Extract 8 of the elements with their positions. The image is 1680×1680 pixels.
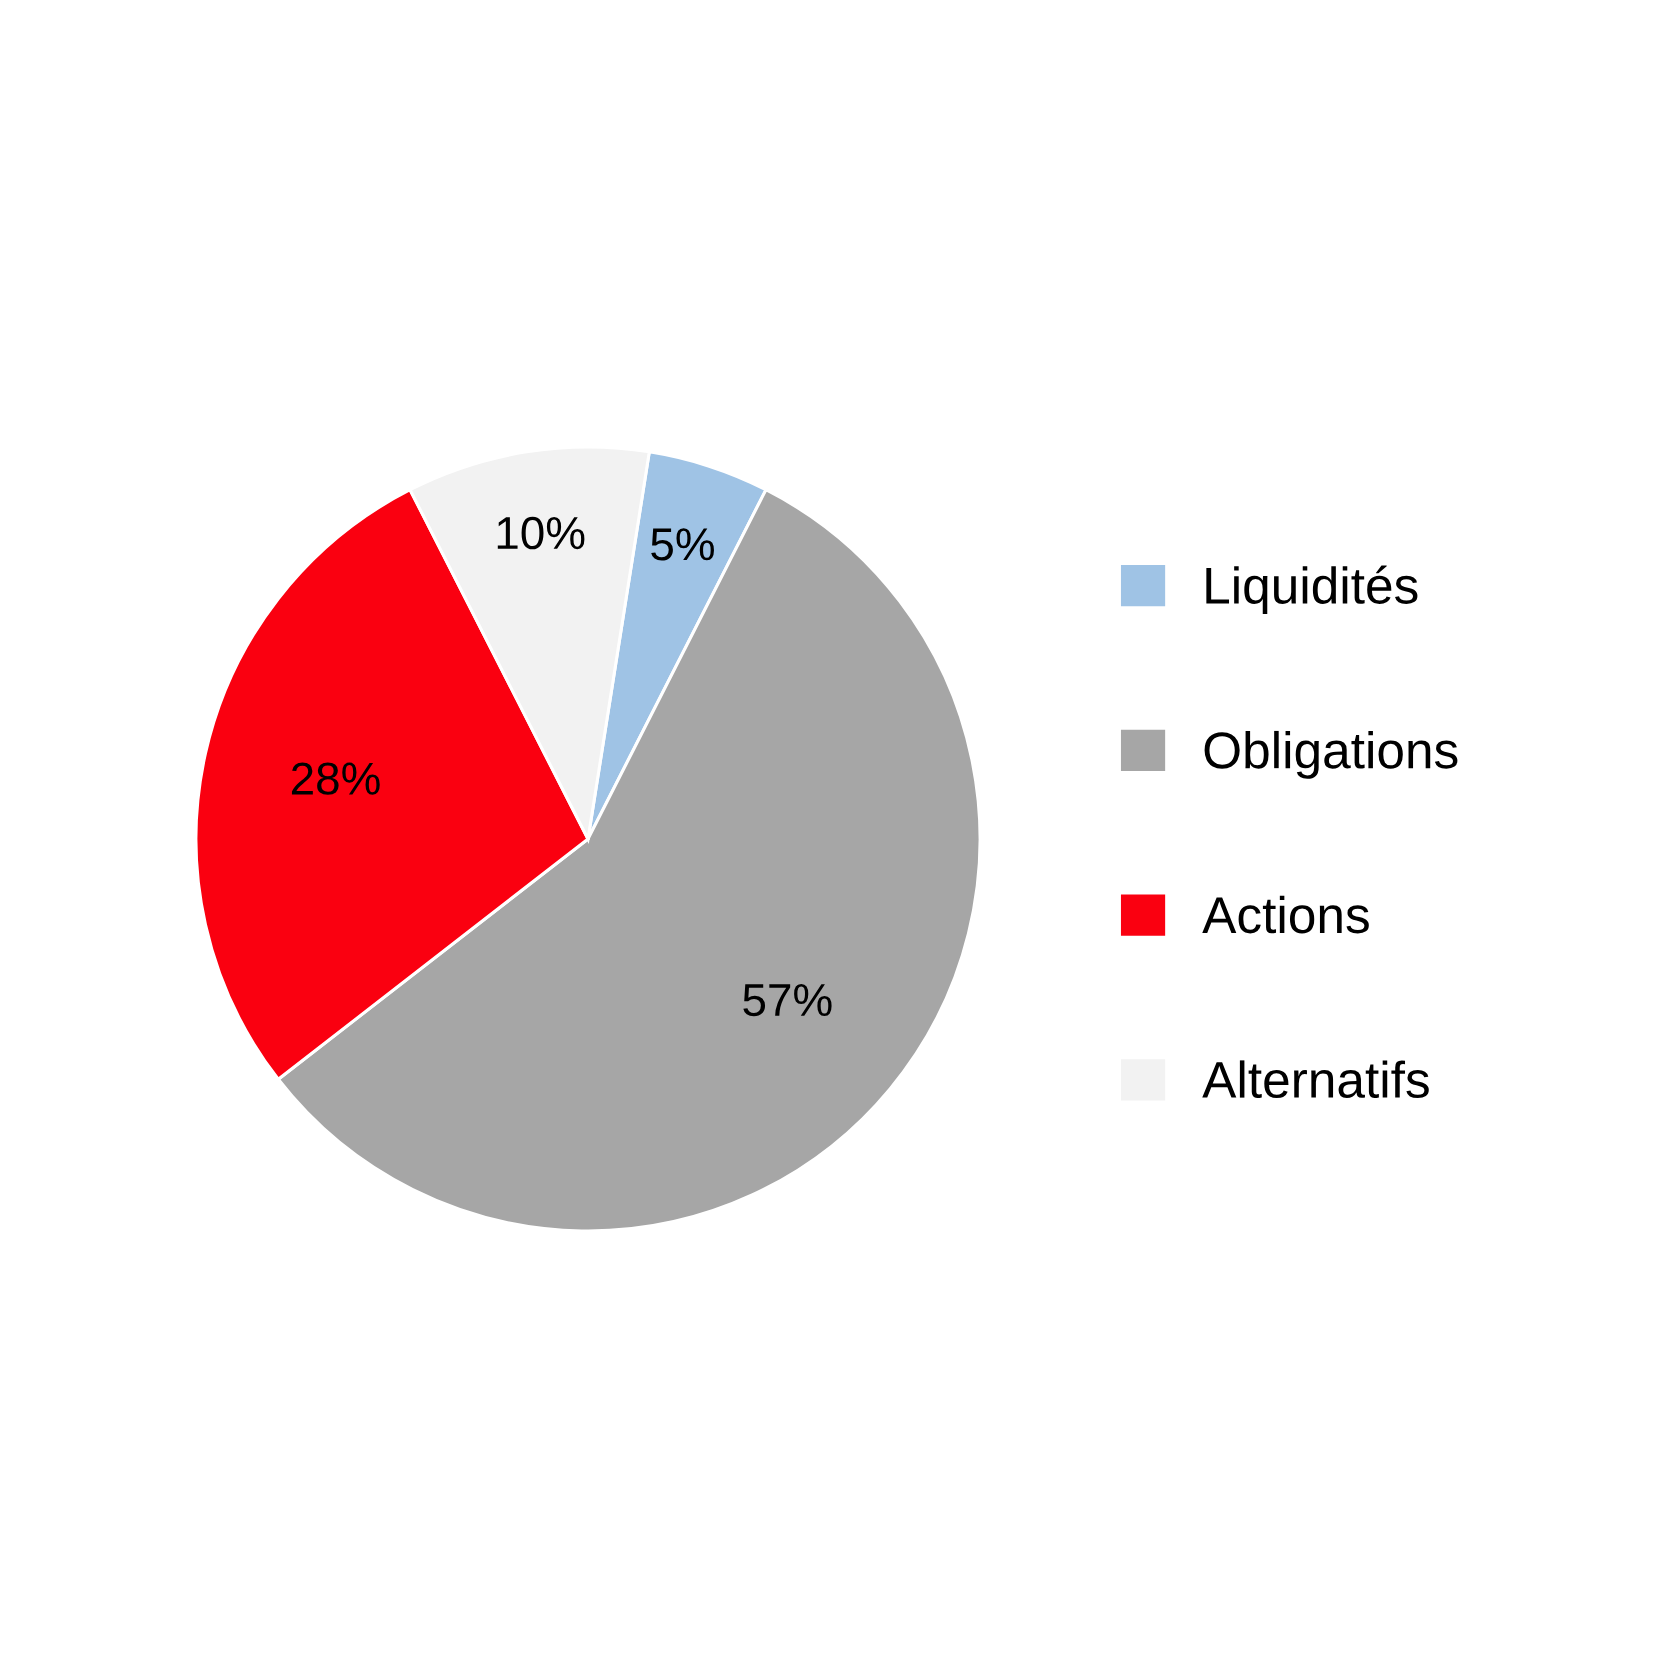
data-label: 57% (743, 983, 832, 1017)
legend-label: Alternatifs (1202, 1060, 1429, 1099)
data-label: 28% (291, 762, 380, 795)
legend-label: Actions (1202, 895, 1369, 934)
data-label: 10% (497, 516, 585, 550)
legend-label: Liquidités (1206, 565, 1418, 615)
legend-label: Obligations (1204, 730, 1458, 779)
data-label: 5% (651, 528, 714, 561)
